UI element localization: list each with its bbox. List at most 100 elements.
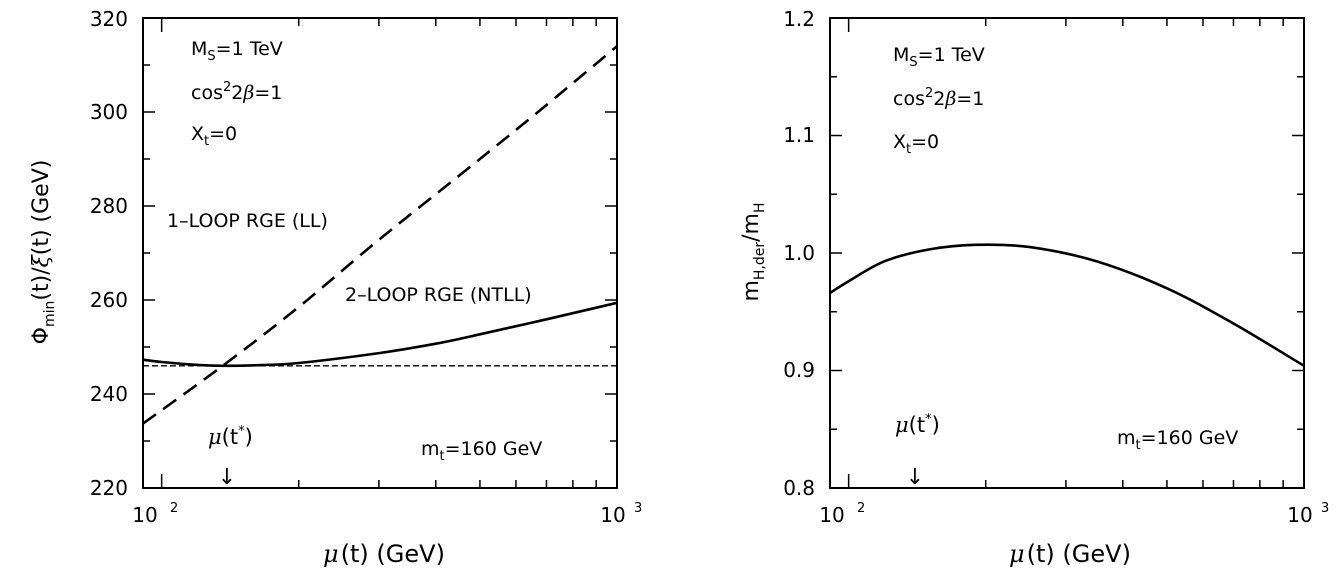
annotation-mu-star-close: )	[245, 425, 253, 449]
ytick-label: 240	[90, 382, 128, 406]
annotation-cos-mid: 2	[231, 82, 243, 104]
xtick-label-base: 10	[819, 503, 844, 527]
annotation-mu-star: μ(t*)	[208, 424, 253, 449]
annotation-ms-val: =1 TeV	[918, 44, 985, 66]
x-axis-label: μ(t) (GeV)	[1009, 540, 1131, 568]
xtick-label-1000: 10 3	[1287, 501, 1329, 527]
annotation-xt: Xt=0	[191, 123, 237, 149]
mu-star-arrow: ↓	[906, 465, 924, 490]
y-axis-label-mid: (t)/	[29, 267, 54, 301]
x-axis-label-mu: μ	[323, 540, 339, 568]
annotation-ms: MS=1 TeV	[191, 38, 283, 64]
annotation-cos-base: cos	[893, 88, 925, 110]
annotation-mu-star-star: *	[925, 412, 932, 427]
annotation-mu-star-close: )	[932, 413, 940, 437]
x-axis-label-rest: (t) (GeV)	[1027, 540, 1131, 568]
xtick-label-exp: 2	[857, 501, 865, 516]
annotation-ms-sub: S	[207, 49, 215, 64]
y-axis-label-phi: Φ	[29, 327, 54, 344]
x-axis-label-rest: (t) (GeV)	[341, 540, 445, 568]
ytick-label: 0.9	[783, 358, 815, 382]
panel-left: 220 240 260 280 300 320 10 2 10 3 μ(t) (…	[29, 7, 642, 568]
annotation-mt-sub: t	[1136, 438, 1141, 453]
annotation-mu-star-mu: μ	[208, 425, 222, 449]
annotation-cos2beta: cos22β=1	[191, 80, 282, 104]
ytick-label: 320	[90, 7, 128, 31]
annotation-xt-base: X	[191, 123, 204, 145]
annotation-xt-val: =0	[911, 131, 939, 153]
annotation-cos-sup: 2	[925, 86, 933, 101]
series-group-left	[142, 45, 618, 425]
ytick-label: 1.1	[783, 123, 815, 147]
annotation-mu-star-t: (t	[909, 413, 925, 437]
annotation-cos-mid: 2	[933, 88, 945, 110]
series-line-solid	[829, 243, 1305, 367]
annotation-cos-sup: 2	[223, 80, 231, 95]
annotation-cos-val: =1	[254, 82, 282, 104]
annotation-xt: Xt=0	[893, 131, 939, 157]
ytick-label: 220	[90, 476, 128, 500]
y-axis-label-m2: m	[739, 213, 764, 234]
annotation-mt-val: =160 GeV	[445, 438, 543, 460]
xtick-label-exp: 2	[170, 501, 178, 516]
y-axis-label-sub1: H,der	[752, 242, 768, 280]
y-axis-label-sub2: H	[752, 202, 768, 213]
annotation-mt-val: =160 GeV	[1141, 427, 1239, 449]
annotation-ms-sub: S	[909, 55, 917, 70]
axis-ticks-right	[830, 17, 1305, 489]
series-label-2loop: 2–LOOP RGE (NTLL)	[345, 284, 532, 306]
annotation-mt: mt=160 GeV	[421, 438, 542, 464]
y-axis-label: Φmin(t)/ξ(t) (GeV)	[29, 160, 58, 345]
ytick-label: 0.8	[783, 476, 815, 500]
annotation-xt-sub: t	[906, 142, 911, 157]
annotation-cos2beta: cos22β=1	[893, 86, 984, 110]
annotation-mt-base: m	[421, 438, 440, 460]
xtick-label-base: 10	[1287, 503, 1312, 527]
ytick-label: 1.2	[783, 7, 815, 31]
xtick-label-1000: 10 3	[600, 501, 642, 527]
xtick-label-base: 10	[132, 503, 157, 527]
annotation-ms-base: M	[893, 44, 909, 66]
y-axis-label-phi-sub: min	[42, 301, 58, 327]
annotation-mt-base: m	[1117, 427, 1136, 449]
y-axis-label-rest: (t) (GeV)	[29, 160, 54, 256]
y-axis-label-slash: /	[739, 234, 764, 242]
annotation-cos-beta: β	[242, 82, 254, 104]
xtick-label-base: 10	[600, 503, 625, 527]
annotation-xt-sub: t	[204, 134, 209, 149]
annotation-mu-star: μ(t*)	[895, 412, 940, 437]
mu-star-arrow: ↓	[218, 465, 236, 490]
annotation-xt-val: =0	[209, 123, 237, 145]
ytick-label: 280	[90, 194, 128, 218]
xtick-label-exp: 3	[1321, 501, 1329, 516]
ytick-label: 1.0	[783, 241, 815, 265]
annotation-cos-beta: β	[944, 88, 956, 110]
annotation-mu-star-mu: μ	[895, 413, 909, 437]
annotation-ms: MS=1 TeV	[893, 44, 985, 70]
panel-right: 0.8 0.9 1.0 1.1 1.2 10 2 10 3 μ(t) (GeV)…	[739, 7, 1329, 568]
annotation-mu-star-t: (t	[222, 425, 238, 449]
y-axis-label: mH,der/mH	[739, 202, 768, 301]
annotation-cos-base: cos	[191, 82, 223, 104]
x-axis-label: μ(t) (GeV)	[323, 540, 445, 568]
xtick-label-100: 10 2	[819, 501, 865, 527]
annotation-mu-star-star: *	[238, 424, 245, 439]
annotation-xt-base: X	[893, 131, 906, 153]
annotation-ms-base: M	[191, 38, 207, 60]
y-axis-label-xi: ξ	[29, 253, 54, 267]
axis-ticks-left	[143, 17, 618, 489]
annotation-cos-val: =1	[956, 88, 984, 110]
ytick-label: 260	[90, 288, 128, 312]
series-label-1loop: 1–LOOP RGE (LL)	[167, 210, 328, 232]
xtick-label-100: 10 2	[132, 501, 178, 527]
annotation-mt-sub: t	[440, 449, 445, 464]
series-group-right	[829, 243, 1305, 367]
x-axis-label-mu: μ	[1009, 540, 1025, 568]
y-axis-label-m1: m	[739, 280, 764, 301]
series-line-solid	[142, 301, 618, 368]
annotation-mt: mt=160 GeV	[1117, 427, 1238, 453]
xtick-label-exp: 3	[634, 501, 642, 516]
ytick-label: 300	[90, 100, 128, 124]
annotation-ms-val: =1 TeV	[216, 38, 283, 60]
